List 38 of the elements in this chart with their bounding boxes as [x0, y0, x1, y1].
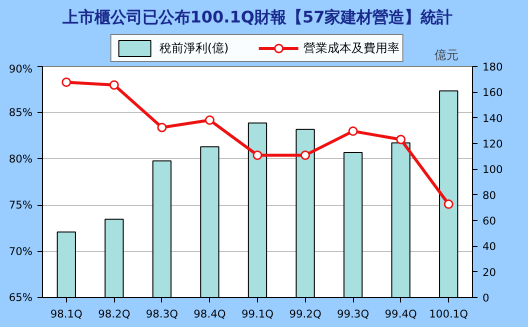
x-tick-label: 99.4Q: [384, 308, 417, 320]
y-tick-label: 90%: [8, 62, 32, 76]
x-tick-label: 100.1Q: [429, 308, 468, 320]
chart-title: 上市櫃公司已公布100.1Q財報【57家建材營造】統計: [61, 8, 453, 26]
y2-tick-label: 140: [482, 112, 504, 125]
point: [109, 80, 119, 90]
x-tick-label: 98.4Q: [194, 308, 226, 320]
x-tick-label: 98.2Q: [98, 308, 130, 320]
y2-tick-label: 180: [482, 60, 504, 74]
point: [396, 134, 406, 144]
y2-axis-title: 億元: [434, 48, 459, 62]
y2-tick-label: 160: [482, 86, 504, 100]
y2-tick-label: 120: [482, 138, 504, 150]
y2-tick-label: 80: [482, 188, 496, 202]
y-tick-label: 80%: [8, 152, 32, 166]
point: [252, 150, 262, 160]
y-tick-label: 85%: [8, 106, 32, 120]
y-tick-label: 75%: [8, 198, 32, 212]
point: [204, 115, 214, 125]
point: [348, 126, 358, 136]
point: [444, 199, 454, 209]
x-tick-label: 99.2Q: [289, 308, 322, 320]
x-tick-label: 98.1Q: [50, 308, 82, 320]
x-tick-label: 99.1Q: [241, 308, 274, 320]
legend-label: 營業成本及費用率: [304, 40, 400, 56]
point: [62, 77, 72, 87]
y2-tick-label: 0: [482, 292, 490, 304]
y2-tick-label: 60: [482, 214, 496, 228]
y2-tick-label: 40: [482, 240, 496, 254]
point: [300, 150, 310, 160]
y2-tick-label: 100: [482, 163, 504, 176]
x-tick-label: 98.3Q: [146, 308, 178, 320]
y2-tick-label: 20: [482, 266, 496, 279]
x-tick-label: 99.3Q: [337, 308, 370, 320]
y-tick-label: 65%: [8, 291, 32, 304]
point: [157, 122, 167, 132]
y-tick-label: 70%: [8, 244, 32, 258]
legend-label: 稅前淨利(億): [159, 40, 229, 56]
